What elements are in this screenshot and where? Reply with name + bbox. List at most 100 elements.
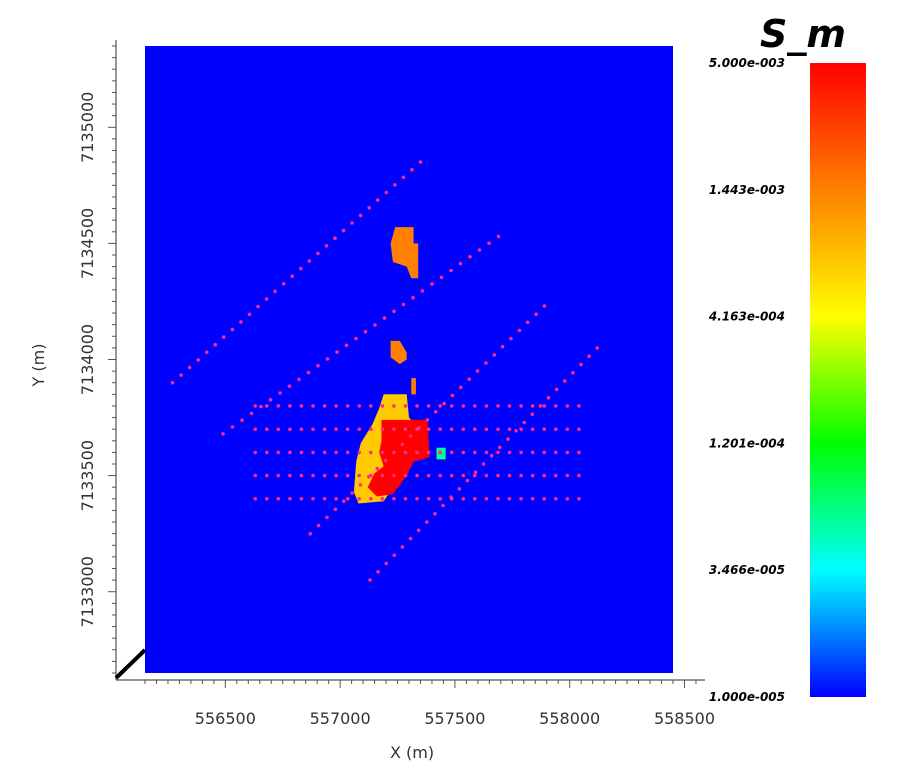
station-point: [392, 473, 396, 478]
station-point: [311, 497, 315, 501]
station-point: [357, 404, 362, 408]
station-point: [438, 404, 443, 408]
station-point: [239, 320, 243, 324]
station-point: [461, 497, 466, 501]
station-point: [334, 473, 338, 478]
station-point: [325, 515, 329, 520]
station-point: [579, 362, 583, 367]
station-point: [449, 473, 454, 478]
station-point: [489, 453, 494, 458]
station-point: [519, 427, 523, 432]
station-point: [587, 354, 591, 359]
station-point: [438, 497, 443, 501]
station-point: [290, 274, 295, 279]
station-point: [369, 497, 373, 501]
station-point: [496, 404, 500, 408]
station-point: [380, 404, 385, 408]
station-point: [595, 346, 599, 350]
station-point: [368, 578, 372, 582]
station-point: [577, 497, 581, 501]
station-point: [380, 473, 385, 478]
x-axis-title: X (m): [390, 743, 434, 762]
station-point: [363, 329, 368, 334]
station-point: [411, 295, 415, 300]
station-point: [426, 473, 431, 478]
station-point: [311, 450, 315, 455]
station-point: [403, 450, 408, 455]
station-point: [554, 387, 559, 392]
station-point: [401, 302, 406, 307]
station-point: [341, 228, 346, 233]
station-point: [367, 206, 372, 210]
station-point: [384, 561, 389, 566]
station-point: [496, 234, 501, 239]
station-point: [522, 420, 526, 425]
station-point: [401, 175, 406, 180]
station-point: [554, 427, 558, 432]
station-point: [530, 412, 535, 417]
station-point: [519, 450, 523, 455]
axis-origin-marker: [114, 648, 147, 680]
station-point: [459, 385, 463, 390]
station-point: [369, 473, 373, 478]
station-point: [514, 429, 518, 433]
station-point: [487, 241, 491, 245]
station-point: [281, 282, 286, 286]
station-point: [376, 570, 380, 574]
station-point: [477, 248, 482, 252]
station-point: [542, 473, 546, 478]
station-point: [484, 473, 489, 478]
station-point: [546, 395, 551, 400]
station-point: [473, 497, 477, 501]
colorbar-label: 1.443e-003: [709, 183, 785, 197]
station-point: [542, 404, 546, 408]
station-point: [380, 427, 385, 432]
station-point: [500, 344, 505, 349]
station-point: [345, 427, 350, 432]
station-point: [484, 450, 489, 455]
station-point: [509, 336, 513, 341]
station-point: [475, 369, 480, 373]
y-tick-label: 7134000: [78, 324, 97, 395]
station-point: [438, 427, 443, 432]
station-point: [288, 427, 292, 432]
station-point: [288, 497, 292, 501]
station-point: [357, 497, 362, 501]
station-point: [276, 450, 281, 455]
station-point: [400, 545, 405, 549]
station-point: [565, 473, 570, 478]
station-point: [473, 404, 477, 408]
station-point: [577, 427, 581, 432]
station-point: [264, 297, 269, 301]
station-point: [288, 404, 292, 408]
station-point: [465, 478, 470, 483]
station-point: [554, 473, 558, 478]
station-point: [392, 404, 396, 408]
station-point: [187, 365, 192, 370]
region-red-core: [367, 419, 430, 497]
station-point: [410, 167, 414, 172]
station-point: [403, 497, 408, 501]
station-point: [341, 499, 346, 504]
station-point: [492, 353, 497, 357]
model-background: [145, 46, 673, 673]
station-point: [345, 404, 350, 408]
station-point: [213, 342, 218, 347]
colorbar-label: 4.163e-004: [708, 310, 785, 324]
station-point: [468, 254, 472, 259]
station-point: [467, 377, 472, 382]
station-point: [333, 507, 338, 512]
x-tick-label: 556500: [195, 709, 256, 728]
station-point: [565, 497, 570, 501]
station-point: [425, 418, 430, 422]
station-point: [506, 437, 510, 441]
station-point: [316, 523, 321, 528]
colorbar: [810, 63, 866, 697]
station-point: [288, 473, 292, 478]
station-point: [384, 190, 389, 195]
station-point: [299, 497, 304, 501]
station-point: [449, 450, 454, 455]
region-mid-orange: [390, 340, 407, 365]
station-point: [461, 427, 466, 432]
